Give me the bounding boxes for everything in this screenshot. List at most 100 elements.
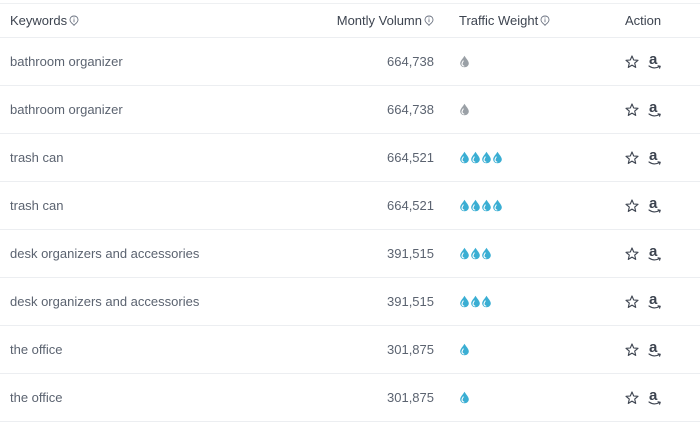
amazon-letter-glyph: a (649, 50, 658, 68)
water-drop-icon (482, 151, 491, 164)
info-icon[interactable] (69, 15, 79, 26)
amazon-smile-glyph (648, 160, 661, 165)
star-outline-icon[interactable] (625, 246, 639, 261)
water-drop-icon (460, 295, 469, 308)
water-drop-icon (471, 151, 480, 164)
monthly-volume-cell: 391,515 (387, 294, 434, 309)
traffic-weight-drops (459, 343, 470, 356)
amazon-icon[interactable]: a (648, 98, 662, 119)
table-row: bathroom organizer 664,738 a (0, 38, 700, 86)
water-drop-icon (493, 151, 502, 164)
table-row: trash can 664,521 a (0, 134, 700, 182)
action-cell: a (625, 386, 662, 407)
table-row: bathroom organizer 664,738 a (0, 86, 700, 134)
traffic-weight-drops (459, 247, 492, 260)
header-monthly-volume[interactable]: Montly Volumn (337, 13, 434, 28)
amazon-icon[interactable]: a (648, 194, 662, 215)
water-drop-icon (460, 343, 469, 356)
keyword-cell: bathroom organizer (10, 102, 123, 117)
table-row: the office 301,875 a (0, 326, 700, 374)
amazon-letter-glyph: a (649, 242, 658, 260)
header-keywords-label: Keywords (10, 13, 68, 28)
amazon-letter-glyph: a (649, 146, 658, 164)
star-outline-icon[interactable] (625, 294, 639, 309)
water-drop-icon (482, 295, 491, 308)
amazon-icon[interactable]: a (648, 242, 662, 263)
traffic-weight-drops (459, 199, 503, 212)
action-cell: a (625, 242, 662, 263)
traffic-weight-drops (459, 391, 470, 404)
header-action-label: Action (625, 13, 662, 28)
traffic-weight-drops (459, 55, 470, 68)
table-row: desk organizers and accessories 391,515 a (0, 278, 700, 326)
info-icon[interactable] (424, 15, 434, 26)
traffic-weight-cell (459, 199, 503, 212)
info-icon[interactable] (540, 15, 550, 26)
star-outline-icon[interactable] (625, 198, 639, 213)
water-drop-icon (482, 247, 491, 260)
amazon-icon[interactable]: a (648, 386, 662, 407)
monthly-volume-cell: 664,521 (387, 150, 434, 165)
star-outline-icon[interactable] (625, 102, 639, 117)
action-cell: a (625, 339, 662, 359)
action-cell: a (625, 98, 662, 119)
keyword-cell: bathroom organizer (10, 54, 123, 69)
water-drop-icon (460, 103, 469, 116)
traffic-weight-cell (459, 103, 470, 116)
amazon-icon[interactable]: a (648, 290, 662, 311)
star-outline-icon[interactable] (625, 54, 639, 69)
keyword-cell: trash can (10, 150, 64, 165)
amazon-smile-glyph (648, 208, 661, 213)
star-outline-icon[interactable] (625, 150, 639, 165)
water-drop-icon (460, 391, 469, 404)
header-keywords[interactable]: Keywords (10, 13, 79, 28)
water-drop-icon (471, 247, 480, 260)
traffic-weight-cell (459, 343, 470, 356)
traffic-weight-cell (459, 247, 492, 260)
traffic-weight-drops (459, 151, 503, 164)
water-drop-icon (471, 199, 480, 212)
amazon-smile-glyph (648, 400, 661, 405)
traffic-weight-drops (459, 295, 492, 308)
traffic-weight-cell (459, 151, 503, 164)
keyword-cell: desk organizers and accessories (10, 246, 200, 261)
traffic-weight-cell (459, 295, 492, 308)
amazon-smile-glyph (648, 64, 661, 69)
amazon-smile-glyph (648, 112, 661, 117)
amazon-smile-glyph (648, 352, 661, 357)
top-divider (0, 3, 700, 4)
header-traffic-weight[interactable]: Traffic Weight (459, 13, 550, 28)
water-drop-icon (460, 199, 469, 212)
amazon-smile-glyph (648, 256, 661, 261)
amazon-letter-glyph: a (649, 386, 658, 404)
table-row: the office 301,875 a (0, 374, 700, 422)
monthly-volume-cell: 301,875 (387, 342, 434, 357)
traffic-weight-cell (459, 391, 470, 404)
amazon-letter-glyph: a (649, 98, 658, 116)
header-action: Action (625, 13, 661, 28)
amazon-icon[interactable]: a (648, 146, 662, 167)
monthly-volume-cell: 664,521 (387, 198, 434, 213)
water-drop-icon (460, 55, 469, 68)
table-header: Keywords Montly Volumn Traffic Weight (0, 4, 700, 38)
monthly-volume-cell: 301,875 (387, 390, 434, 405)
amazon-letter-glyph: a (649, 290, 658, 308)
amazon-icon[interactable]: a (648, 339, 662, 359)
keyword-cell: desk organizers and accessories (10, 294, 200, 309)
water-drop-icon (460, 151, 469, 164)
amazon-smile-glyph (648, 304, 661, 309)
monthly-volume-cell: 664,738 (387, 102, 434, 117)
header-monthly-volume-label: Montly Volumn (336, 13, 422, 28)
star-outline-icon[interactable] (625, 342, 639, 357)
water-drop-icon (460, 247, 469, 260)
keyword-cell: the office (10, 390, 63, 405)
water-drop-icon (482, 199, 491, 212)
amazon-icon[interactable]: a (648, 50, 662, 71)
amazon-letter-glyph: a (649, 194, 658, 212)
table-row: trash can 664,521 a (0, 182, 700, 230)
monthly-volume-cell: 664,738 (387, 54, 434, 69)
star-outline-icon[interactable] (625, 390, 639, 405)
action-cell: a (625, 194, 662, 215)
keyword-cell: the office (10, 342, 63, 357)
